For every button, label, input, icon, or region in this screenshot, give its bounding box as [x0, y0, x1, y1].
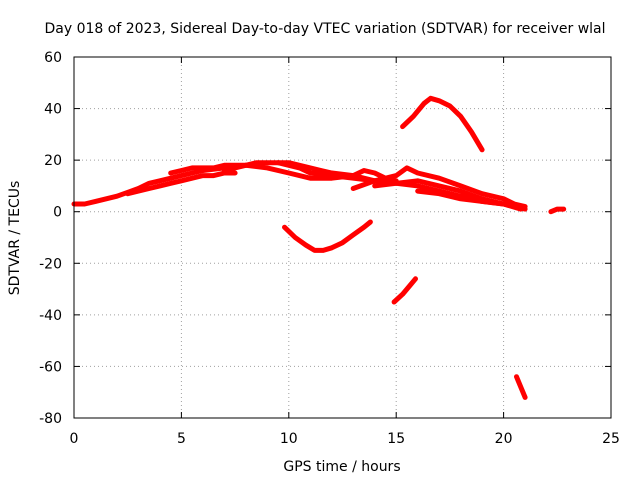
y-tick-labels: -80 -60 -40 -20 0 20 40 60: [39, 50, 62, 427]
plot-frame: [73, 56, 612, 419]
grid-lines: [74, 57, 611, 418]
series-arc-main-2: [125, 170, 238, 197]
series-arc-high: [400, 95, 485, 153]
y-tick-label: -40: [39, 308, 62, 324]
series-arc-main-5: [275, 160, 378, 184]
series-arc-main-6: [350, 165, 528, 210]
x-tick-label: 5: [177, 431, 186, 447]
series-arc-low-u: [282, 219, 373, 253]
y-tick-label: -20: [39, 256, 62, 272]
chart-title: Day 018 of 2023, Sidereal Day-to-day VTE…: [44, 21, 605, 37]
y-tick-label: -80: [39, 411, 62, 427]
y-tick-label: 0: [53, 205, 62, 221]
series-arc-main-1: [71, 160, 528, 212]
series-arc-main-8: [415, 188, 524, 212]
data-series: [71, 95, 567, 400]
x-tick-label: 20: [495, 431, 513, 447]
y-tick-label: 60: [44, 50, 62, 66]
x-tick-label: 10: [280, 431, 298, 447]
x-tick-label: 0: [70, 431, 79, 447]
y-tick-label: 40: [44, 102, 62, 118]
x-axis-label: GPS time / hours: [283, 459, 400, 475]
series-arc-low-2: [391, 276, 418, 305]
series-arc-small: [548, 206, 567, 215]
x-tick-label: 15: [387, 431, 405, 447]
y-tick-label: -60: [39, 359, 62, 375]
y-axis-label: SDTVAR / TECUs: [7, 181, 23, 296]
x-tick-label: 25: [602, 431, 620, 447]
x-tick-labels: 0 5 10 15 20 25: [70, 431, 620, 447]
y-tick-label: 20: [44, 153, 62, 169]
series-arc-low-3: [514, 374, 528, 400]
series-arc-main-3: [168, 162, 249, 176]
axis-ticks: [73, 56, 612, 419]
series-arc-main-4: [221, 162, 399, 184]
